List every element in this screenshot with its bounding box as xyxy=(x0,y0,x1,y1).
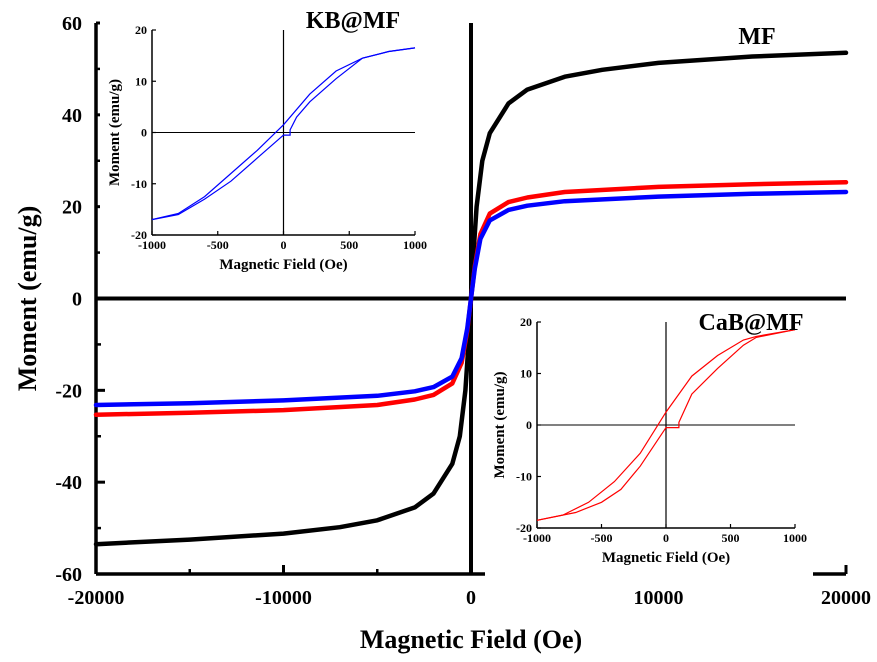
inset-x-axis-title: Magnetic Field (Oe) xyxy=(602,550,730,566)
inset-y-tick-label: 10 xyxy=(135,74,147,88)
inset-y-tick-label: -10 xyxy=(516,470,532,484)
inset-y-tick-label: 10 xyxy=(520,367,532,381)
inset-hysteresis-descending xyxy=(151,47,416,221)
inset-x-tick-label: 500 xyxy=(722,531,740,545)
y-tick-label: -20 xyxy=(55,380,82,402)
inset-background xyxy=(100,18,433,289)
inset-y-tick-label: 20 xyxy=(520,315,532,329)
series-label-mf: MF xyxy=(738,24,775,50)
y-tick-label: 60 xyxy=(62,13,82,35)
y-tick-label: 40 xyxy=(62,105,82,127)
x-tick-label: 0 xyxy=(466,587,476,609)
inset-x-tick-label: 0 xyxy=(281,238,287,252)
series-line-kb-at-mf xyxy=(93,189,849,408)
y-tick-label: 0 xyxy=(72,289,82,311)
inset-x-tick-label: 500 xyxy=(340,238,358,252)
x-tick-label: 20000 xyxy=(821,587,871,609)
inset-cab-plot: -20 -10 0 10 20 -1000 -500 0 500 1000 Magnetic Fie… xyxy=(485,310,813,582)
inset-x-axis-title: Magnetic Field (Oe) xyxy=(219,257,347,273)
inset-y-tick-label: -10 xyxy=(131,177,147,191)
inset-background xyxy=(485,310,813,582)
inset-x-tick-label: -1000 xyxy=(138,238,166,252)
inset-x-tick-label: -500 xyxy=(591,531,613,545)
inset-x-tick-label: 0 xyxy=(663,531,669,545)
inset-x-tick-label: 1000 xyxy=(403,238,427,252)
x-tick-label: -10000 xyxy=(255,587,312,609)
inset-hysteresis-ascending xyxy=(151,47,416,221)
inset-y-tick-label: 20 xyxy=(135,23,147,37)
y-axis-title: Moment (emu/g) xyxy=(13,206,42,392)
inset-x-tick-label: -1000 xyxy=(523,531,551,545)
inset-x-tick-label: 1000 xyxy=(783,531,807,545)
inset-y-tick-label: -20 xyxy=(131,228,147,242)
inset-hysteresis-ascending xyxy=(536,329,796,521)
inset-y-tick-label: 0 xyxy=(526,418,532,432)
inset-x-tick-label: -500 xyxy=(207,238,229,252)
inset-title-kb-at-mf: KB@MF xyxy=(306,8,400,34)
x-tick-label: -20000 xyxy=(68,587,125,609)
inset-y-axis-title: Moment (emu/g) xyxy=(107,79,123,186)
y-tick-label: 20 xyxy=(62,197,82,219)
inset-title-cab-at-mf: CaB@MF xyxy=(699,310,804,336)
inset-y-axis-title: Moment (emu/g) xyxy=(492,371,508,478)
inset-hysteresis-descending xyxy=(536,329,796,521)
inset-y-tick-label: -20 xyxy=(516,521,532,535)
y-tick-label: -60 xyxy=(55,564,82,586)
y-tick-label: -40 xyxy=(55,472,82,494)
inset-kb-plot: -20 -10 0 10 20 -1000 -500 0 500 1000 Magnetic Fie… xyxy=(100,8,433,289)
inset-y-tick-label: 0 xyxy=(141,126,147,140)
x-axis-title: Magnetic Field (Oe) xyxy=(360,625,582,654)
x-tick-label: 10000 xyxy=(634,587,684,609)
